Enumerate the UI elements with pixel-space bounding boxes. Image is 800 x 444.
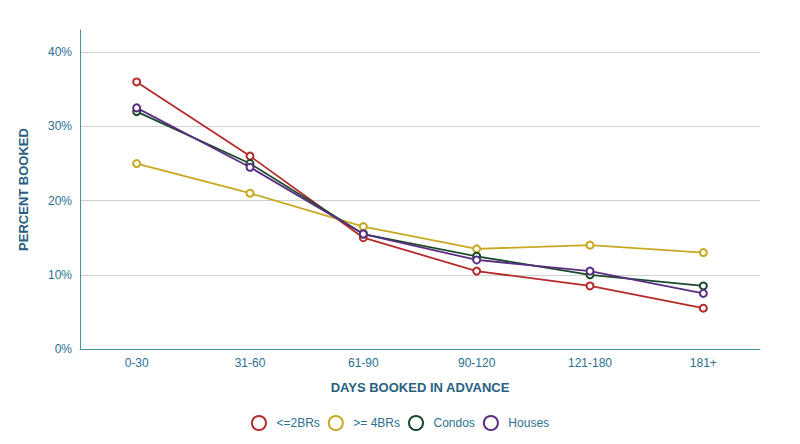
svg-text:10%: 10% (48, 268, 72, 282)
svg-text:31-60: 31-60 (235, 356, 266, 370)
svg-text:40%: 40% (48, 45, 72, 59)
svg-text:0%: 0% (55, 342, 73, 356)
svg-text:61-90: 61-90 (348, 356, 379, 370)
svg-text:181+: 181+ (690, 356, 717, 370)
svg-text:30%: 30% (48, 119, 72, 133)
svg-text:Condos: Condos (434, 416, 475, 430)
svg-text:0-30: 0-30 (125, 356, 149, 370)
svg-text:<=2BRs: <=2BRs (276, 416, 319, 430)
svg-text:90-120: 90-120 (458, 356, 496, 370)
svg-text:PERCENT BOOKED: PERCENT BOOKED (16, 128, 31, 251)
svg-text:20%: 20% (48, 194, 72, 208)
svg-text:121-180: 121-180 (568, 356, 612, 370)
svg-text:>= 4BRs: >= 4BRs (353, 416, 400, 430)
svg-text:Houses: Houses (508, 416, 549, 430)
svg-text:DAYS BOOKED IN ADVANCE: DAYS BOOKED IN ADVANCE (331, 380, 510, 395)
